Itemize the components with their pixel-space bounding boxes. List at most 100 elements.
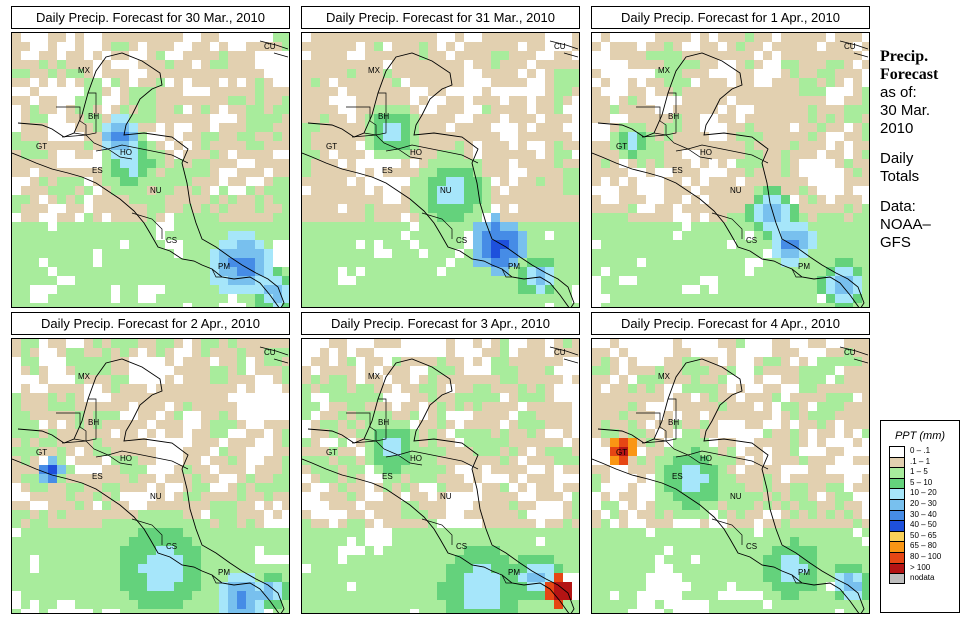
country-label: ES <box>382 472 393 481</box>
country-border <box>397 450 479 470</box>
country-border <box>61 440 109 456</box>
legend-item: 30 – 40 <box>889 509 959 521</box>
panel-title: Daily Precip. Forecast for 30 Mar., 2010 <box>11 6 290 29</box>
legend-label: nodata <box>910 573 935 583</box>
legend-swatch <box>889 520 905 531</box>
legend-label: 30 – 40 <box>910 509 937 519</box>
country-border <box>421 518 453 545</box>
legend-swatch <box>889 551 905 563</box>
legend-label: 20 – 30 <box>910 498 937 508</box>
country-label: HO <box>700 454 712 463</box>
legend-label: 1 – 5 <box>910 467 928 477</box>
forecast-panel-1: Daily Precip. Forecast for 30 Mar., 2010… <box>11 6 290 308</box>
country-label: BH <box>88 418 99 427</box>
country-label: MX <box>658 372 671 381</box>
map-svg: MX CU BH GT HO ES NU CS PM <box>12 339 289 613</box>
panel-title: Daily Precip. Forecast for 31 Mar., 2010 <box>301 6 580 29</box>
country-border <box>107 450 189 470</box>
country-border <box>346 106 377 136</box>
country-label: CS <box>166 542 177 551</box>
legend-title: PPT (mm) <box>894 430 946 442</box>
country-border <box>501 268 512 278</box>
map-svg: MX CU BH GT HO ES NU CS PM <box>12 33 289 307</box>
legend-label: 5 – 10 <box>910 477 933 487</box>
country-border <box>791 574 802 584</box>
coastline <box>12 358 285 613</box>
country-label: CS <box>166 236 177 245</box>
legend-swatch <box>889 530 905 542</box>
country-border <box>131 212 163 239</box>
legend-item: 40 – 50 <box>889 520 959 531</box>
legend-label: 65 – 80 <box>910 541 937 551</box>
country-label: ES <box>92 166 103 175</box>
info-data-line-2: NOAA– <box>880 216 931 233</box>
forecast-panel-3: Daily Precip. Forecast for 1 Apr., 2010 … <box>591 6 870 308</box>
country-label: PM <box>508 568 520 577</box>
precip-map: MX CU BH GT HO ES NU CS PM <box>591 32 870 308</box>
country-label: BH <box>668 112 679 121</box>
precip-map: MX CU BH GT HO ES NU CS PM <box>11 32 290 308</box>
country-label: BH <box>88 112 99 121</box>
country-border <box>641 440 689 456</box>
country-border <box>95 148 133 160</box>
country-label: ES <box>382 166 393 175</box>
country-label: NU <box>150 492 162 501</box>
legend-swatch <box>889 456 905 468</box>
country-label: GT <box>326 448 337 457</box>
precip-raster <box>302 339 579 613</box>
legend-item: 0 – .1 <box>889 446 959 457</box>
legend-item: .1 – 1 <box>889 456 959 468</box>
country-label: MX <box>78 66 91 75</box>
country-label: CU <box>554 42 566 51</box>
country-border <box>85 398 97 442</box>
legend-swatch <box>889 573 905 584</box>
map-svg: MX CU BH GT HO ES NU CS PM <box>302 33 579 307</box>
country-label: HO <box>410 454 422 463</box>
country-label: PM <box>508 262 520 271</box>
country-label: HO <box>120 148 132 157</box>
country-border <box>641 134 689 150</box>
info-daily-line-2: Totals <box>880 168 920 185</box>
country-label: GT <box>616 142 627 151</box>
country-border <box>636 106 667 136</box>
country-label: PM <box>218 262 230 271</box>
country-label: CU <box>264 348 276 357</box>
forecast-panel-4: Daily Precip. Forecast for 2 Apr., 2010 … <box>11 312 290 614</box>
legend-item: > 100 <box>889 562 959 574</box>
country-label: HO <box>700 148 712 157</box>
info-as-of: as of: <box>880 84 917 101</box>
forecast-panel-5: Daily Precip. Forecast for 3 Apr., 2010 … <box>301 312 580 614</box>
legend-swatch <box>889 541 905 552</box>
country-border <box>95 454 133 466</box>
forecast-panel-2: Daily Precip. Forecast for 31 Mar., 2010… <box>301 6 580 308</box>
country-label: PM <box>798 568 810 577</box>
country-border <box>85 92 97 136</box>
country-label: BH <box>378 112 389 121</box>
legend-swatch <box>889 446 905 457</box>
country-border <box>687 144 769 164</box>
coastline <box>302 52 575 307</box>
country-label: CU <box>554 348 566 357</box>
legend-swatch <box>889 562 905 574</box>
country-border <box>385 148 423 160</box>
country-border <box>351 440 399 456</box>
coastline <box>592 52 865 307</box>
country-border <box>131 518 163 545</box>
legend-swatch <box>889 509 905 521</box>
coastline <box>12 52 285 307</box>
country-label: PM <box>218 568 230 577</box>
country-label: CS <box>746 542 757 551</box>
cuba-outline <box>839 346 869 364</box>
country-label: CS <box>456 236 467 245</box>
country-label: MX <box>658 66 671 75</box>
country-label: BH <box>668 418 679 427</box>
country-label: NU <box>440 492 452 501</box>
legend-label: 80 – 100 <box>910 551 942 561</box>
country-border <box>636 412 667 442</box>
legend-item: nodata <box>889 573 959 584</box>
country-border <box>107 144 189 164</box>
country-border <box>346 412 377 442</box>
precip-map: MX CU BH GT HO ES NU CS PM <box>591 338 870 614</box>
country-border <box>211 574 222 584</box>
country-label: ES <box>672 166 683 175</box>
